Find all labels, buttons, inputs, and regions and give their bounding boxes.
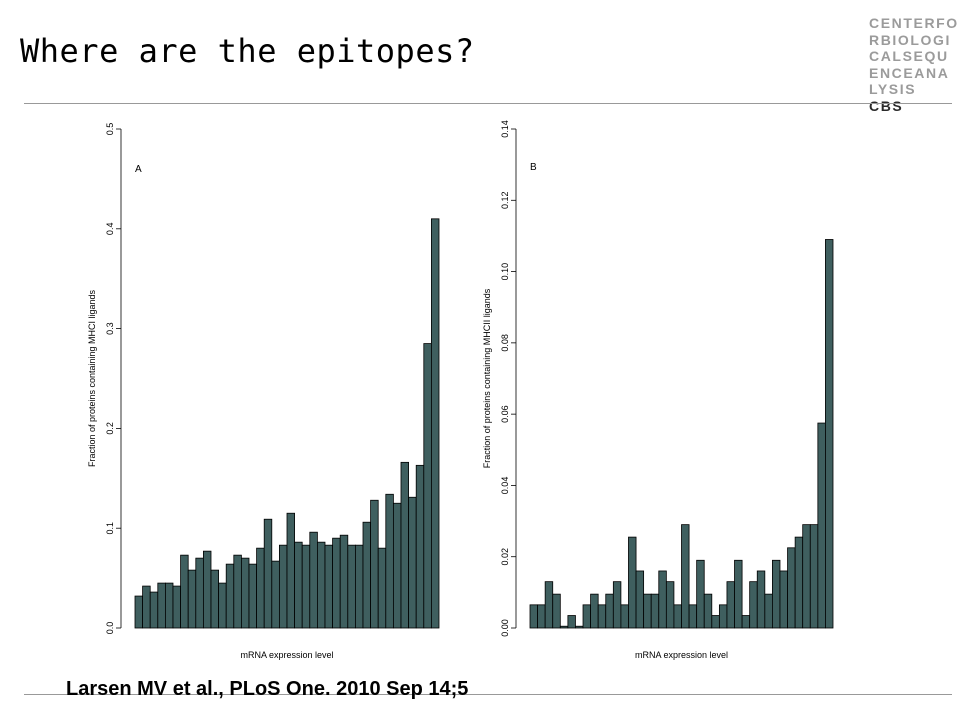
x-axis-label: mRNA expression level	[635, 650, 728, 660]
bar	[809, 524, 819, 629]
bar	[726, 581, 735, 629]
bar	[537, 604, 546, 629]
bar	[559, 625, 569, 629]
bar	[552, 593, 561, 629]
logo-accent: CBS	[869, 97, 904, 114]
y-axis-label: Fraction of proteins containing MHCI lig…	[87, 289, 97, 467]
bar	[665, 581, 675, 629]
bar	[673, 604, 682, 629]
header-divider	[24, 103, 952, 104]
logo-line-text: LYSIS	[869, 81, 917, 97]
bar	[590, 593, 599, 629]
bar	[817, 422, 826, 629]
logo-line: CALSEQU	[869, 48, 949, 64]
bar	[650, 593, 660, 629]
y-axis-label: Fraction of proteins containing MHCII li…	[482, 288, 492, 468]
bar	[430, 218, 440, 629]
bar	[802, 524, 811, 629]
bar	[544, 581, 554, 629]
bar	[779, 570, 788, 629]
bar	[794, 536, 804, 629]
slide-title: Where are the epitopes?	[20, 32, 475, 70]
cbs-logo: CENTERFO RBIOLOGI CALSEQU ENCEANA LYSIS …	[869, 15, 959, 114]
y-tick-label: 0.00	[500, 619, 510, 637]
bar	[703, 593, 713, 629]
logo-line: RBIOLOGI	[869, 31, 952, 48]
bar	[741, 615, 751, 629]
bar	[772, 559, 781, 629]
y-tick-label: 0.04	[500, 477, 510, 495]
bar	[688, 604, 698, 629]
bar	[628, 536, 637, 629]
y-tick-label: 0.4	[105, 223, 115, 236]
y-tick-label: 0.3	[105, 322, 115, 335]
panel-label: B	[530, 162, 537, 173]
bar	[605, 593, 614, 629]
bar	[696, 559, 705, 629]
footer-divider	[24, 694, 952, 695]
x-axis-label: mRNA expression level	[240, 650, 333, 660]
y-tick-label: 0.06	[500, 405, 510, 423]
logo-line: ENCEANA	[869, 64, 950, 81]
bar	[612, 581, 622, 629]
bar	[575, 625, 584, 629]
bar	[658, 570, 667, 629]
y-tick-label: 0.5	[105, 123, 115, 136]
y-tick-label: 0.2	[105, 422, 115, 435]
y-tick-label: 0.0	[105, 622, 115, 635]
bar	[787, 547, 796, 629]
bar	[711, 615, 720, 629]
logo-line: CENTERFO	[869, 15, 959, 31]
bar	[620, 604, 629, 629]
bar	[825, 239, 834, 629]
panel-label: A	[135, 164, 142, 175]
bar	[681, 524, 690, 629]
citation: Larsen MV et al., PLoS One. 2010 Sep 14;…	[66, 678, 469, 700]
bar	[749, 581, 758, 629]
bar	[567, 615, 576, 629]
y-tick-label: 0.08	[500, 334, 510, 352]
y-tick-label: 0.1	[105, 522, 115, 535]
bar	[582, 604, 592, 629]
bar	[734, 559, 743, 629]
bar	[643, 593, 652, 629]
bar	[718, 604, 728, 629]
bar	[764, 593, 773, 629]
y-tick-label: 0.10	[500, 263, 510, 281]
y-tick-label: 0.02	[500, 548, 510, 566]
bar	[635, 570, 645, 629]
bar	[756, 570, 766, 629]
y-tick-label: 0.12	[500, 192, 510, 210]
y-tick-label: 0.14	[500, 120, 510, 138]
bar	[529, 604, 538, 629]
logo-line: LYSIS CBS	[869, 81, 949, 114]
bar	[597, 604, 607, 629]
